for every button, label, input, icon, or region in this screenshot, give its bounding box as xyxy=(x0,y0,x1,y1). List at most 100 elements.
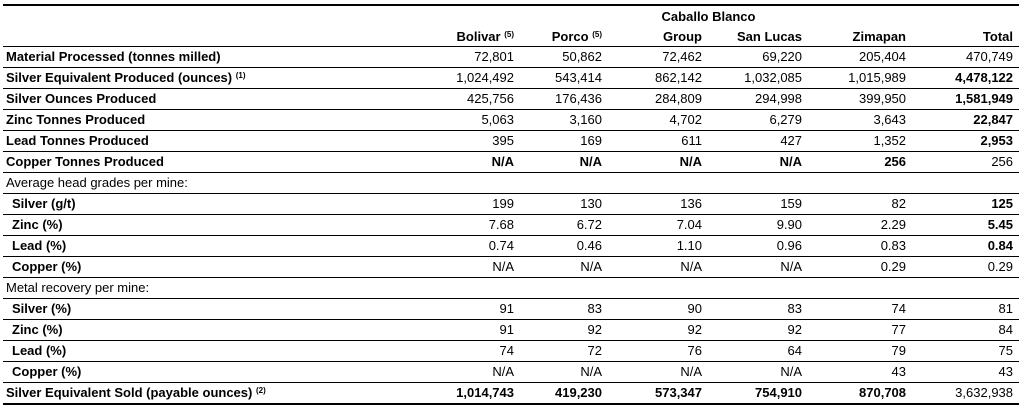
table-cell: 169 xyxy=(580,133,602,148)
row-label: Copper (%) xyxy=(12,259,82,274)
table-cell: 294,998 xyxy=(755,91,803,106)
footnote-marker: (1) xyxy=(235,71,246,80)
table-cell: 72,801 xyxy=(474,49,514,64)
table-cell: 425,756 xyxy=(467,91,514,106)
table-cell: 419,230 xyxy=(555,385,602,400)
table-cell: 0.83 xyxy=(880,238,907,253)
table-cell: 4,478,122 xyxy=(955,70,1014,85)
column-header-bolivar: Bolivar (5) xyxy=(456,29,514,44)
table-cell: 573,347 xyxy=(655,385,702,400)
footnote-marker: (5) xyxy=(504,30,514,39)
footnote-marker: (2) xyxy=(255,386,266,395)
table-cell xyxy=(417,278,520,299)
table-cell: N/A xyxy=(680,259,702,274)
table-cell: N/A xyxy=(580,364,602,379)
table-row: Silver (%) 91 83 90 83 74 81 xyxy=(3,299,1020,320)
table-cell: 136 xyxy=(680,196,702,211)
table-body: Material Processed (tonnes milled) 72,801… xyxy=(3,47,1020,404)
table-cell: N/A xyxy=(780,259,803,274)
table-cell: 72 xyxy=(587,343,602,358)
row-label: Copper (%) xyxy=(12,364,82,379)
table-cell: 74 xyxy=(499,343,514,358)
row-label: Metal recovery per mine: xyxy=(6,280,150,295)
table-cell: 1,014,743 xyxy=(456,385,514,400)
table-cell: 870,708 xyxy=(859,385,907,400)
table-row: Copper Tonnes Produced N/A N/A N/A N/A 256 256 xyxy=(3,152,1020,173)
column-header-group: Group xyxy=(663,29,702,44)
table-cell xyxy=(520,173,608,194)
table-cell: 611 xyxy=(681,133,702,148)
table-cell: 91 xyxy=(499,322,514,337)
table-cell: 43 xyxy=(998,364,1014,379)
table-row: Silver Ounces Produced 425,756 176,436 284,… xyxy=(3,89,1020,110)
table-row: Silver (g/t) 199 130 136 159 82 125 xyxy=(3,194,1020,215)
row-label: Lead (%) xyxy=(12,238,67,253)
table-cell: 0.74 xyxy=(488,238,514,253)
table-cell: 3,632,938 xyxy=(955,385,1014,400)
table-cell: 2,953 xyxy=(980,133,1014,148)
table-cell: 0.46 xyxy=(576,238,602,253)
table-cell: 69,220 xyxy=(762,49,803,64)
table-cell xyxy=(417,173,520,194)
table-cell: 0.96 xyxy=(776,238,803,253)
table-cell: N/A xyxy=(580,259,602,274)
table-header: Caballo Blanco Bolivar (5) Porco (5) Group… xyxy=(3,6,1020,47)
table-cell: 7.68 xyxy=(488,217,514,232)
section-header-row: Metal recovery per mine: xyxy=(3,278,1020,299)
table-cell: 91 xyxy=(499,301,514,316)
table-cell: 199 xyxy=(492,196,514,211)
top-rule xyxy=(3,4,1019,6)
table-cell: 5.45 xyxy=(987,217,1014,232)
row-label: Zinc (%) xyxy=(12,322,63,337)
table-cell: 205,404 xyxy=(859,49,907,64)
row-label: Silver (g/t) xyxy=(12,196,76,211)
row-label: Zinc Tonnes Produced xyxy=(6,112,146,127)
table-cell: 7.04 xyxy=(676,217,702,232)
column-header-total: Total xyxy=(982,29,1014,44)
table-cell: 543,414 xyxy=(555,70,602,85)
table-cell: 0.29 xyxy=(880,259,907,274)
header-empty-cell xyxy=(3,6,417,26)
table-cell: 399,950 xyxy=(859,91,907,106)
table-cell: 0.84 xyxy=(987,238,1014,253)
table-cell: 1,032,085 xyxy=(744,70,803,85)
production-table: Caballo Blanco Bolivar (5) Porco (5) Group… xyxy=(3,6,1020,405)
table-cell: 74 xyxy=(891,301,907,316)
table-cell: 1,015,989 xyxy=(848,70,907,85)
table-cell: N/A xyxy=(780,364,803,379)
table-cell xyxy=(808,278,912,299)
table-cell xyxy=(808,173,912,194)
table-cell: 50,862 xyxy=(562,49,602,64)
table-cell: N/A xyxy=(579,154,602,169)
table-cell: 862,142 xyxy=(655,70,702,85)
table-cell: 395 xyxy=(492,133,514,148)
table-row: Lead (%) 0.74 0.46 1.10 0.96 0.83 0.84 xyxy=(3,236,1020,257)
table-cell: 83 xyxy=(787,301,803,316)
table-cell: N/A xyxy=(679,154,702,169)
section-header-row: Average head grades per mine: xyxy=(3,173,1020,194)
table-cell: 1,581,949 xyxy=(955,91,1014,106)
table-cell: 92 xyxy=(687,322,702,337)
table-cell: 92 xyxy=(587,322,602,337)
column-header-porco: Porco (5) xyxy=(551,29,602,44)
table-row: Lead (%) 74 72 76 64 79 75 xyxy=(3,341,1020,362)
table-row: Silver Equivalent Produced (ounces) (1) 1… xyxy=(3,68,1020,89)
table-row: Material Processed (tonnes milled) 72,801… xyxy=(3,47,1020,68)
table-cell: 470,749 xyxy=(966,49,1014,64)
table-cell: 3,643 xyxy=(873,112,907,127)
table-cell: 43 xyxy=(891,364,907,379)
table-cell xyxy=(912,173,1019,194)
table-cell: 1.10 xyxy=(676,238,702,253)
table-cell xyxy=(912,278,1019,299)
table-cell: 5,063 xyxy=(481,112,514,127)
table-cell: 81 xyxy=(998,301,1014,316)
table-cell: 1,352 xyxy=(873,133,907,148)
table-row: Copper (%) N/A N/A N/A N/A 0.29 0.29 xyxy=(3,257,1020,278)
table-row: Zinc (%) 7.68 6.72 7.04 9.90 2.29 5.45 xyxy=(3,215,1020,236)
table-cell: 0.29 xyxy=(987,259,1014,274)
table-cell: 77 xyxy=(891,322,907,337)
row-label: Material Processed (tonnes milled) xyxy=(6,49,221,64)
table-cell: 22,847 xyxy=(973,112,1014,127)
table-row: Lead Tonnes Produced 395 169 611 427 1,352 2,9… xyxy=(3,131,1020,152)
table-row: Zinc Tonnes Produced 5,063 3,160 4,702 6,279… xyxy=(3,110,1020,131)
